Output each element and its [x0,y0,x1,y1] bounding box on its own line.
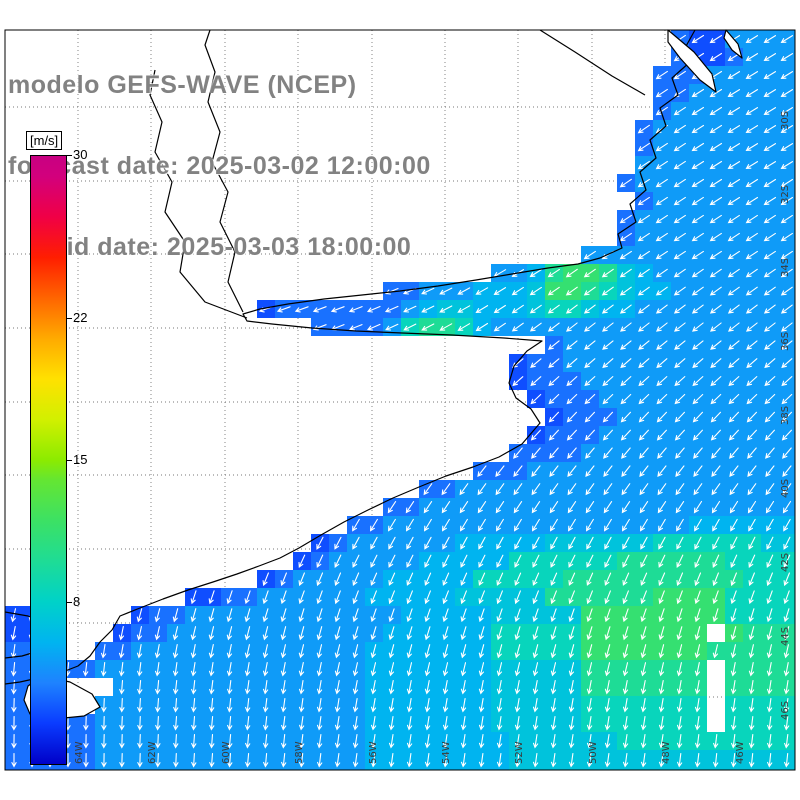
colorbar-tick-label: 22 [73,309,88,325]
svg-text:50W: 50W [588,741,599,764]
svg-text:34S: 34S [780,258,791,277]
colorbar-tick-mark [67,602,72,604]
svg-text:56W: 56W [368,741,379,764]
svg-text:38S: 38S [780,406,791,425]
svg-text:30S: 30S [780,111,791,130]
svg-text:44S: 44S [780,627,791,646]
svg-text:54W: 54W [441,741,452,764]
colorbar-tick-mark [67,317,72,319]
svg-text:32S: 32S [780,185,791,204]
svg-text:60W: 60W [221,741,232,764]
map-border [4,29,796,771]
svg-text:36S: 36S [780,332,791,351]
svg-text:48W: 48W [661,741,672,764]
colorbar-tick-mark [67,460,72,461]
colorbar-tick-label: 30 [73,147,88,162]
colorbar-unit-label: [m/s] [26,131,63,150]
svg-text:46W: 46W [735,741,746,764]
svg-text:46S: 46S [780,701,791,720]
svg-text:62W: 62W [147,741,158,764]
colorbar-tick-label: 8 [73,594,81,610]
svg-text:64W: 64W [74,741,85,764]
colorbar [30,155,67,765]
svg-text:40S: 40S [780,479,791,498]
svg-text:52W: 52W [514,741,525,764]
svg-text:42S: 42S [780,553,791,572]
title-block: modelo GEFS-WAVE (NCEP) forecast date: 2… [8,18,431,315]
svg-text:58W: 58W [294,741,305,764]
forecast-date-line: forecast date: 2025-03-02 12:00:00 [8,152,431,180]
model-title: modelo GEFS-WAVE (NCEP) [8,71,357,99]
colorbar-tick-label: 15 [73,452,88,467]
valid-date-line: valid date: 2025-03-03 18:00:00 [8,233,412,261]
geo-labels-layer: 64W 62W 60W 58W 56W 54W 52W 50W 48W 46W 30S 32S 34S 3… [74,111,791,764]
colorbar-tick-mark [67,155,72,156]
